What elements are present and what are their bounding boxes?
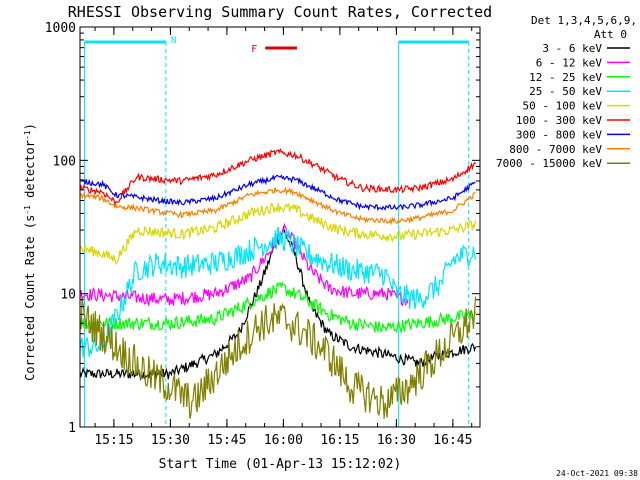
x-tick-label-2: 15:45 — [207, 433, 246, 448]
legend-label-5: 100 - 300 keV — [516, 114, 602, 127]
legend-label-6: 300 - 800 keV — [516, 128, 602, 141]
x-tick-label-6: 16:45 — [433, 433, 472, 448]
footer-timestamp: 24-Oct-2021 09:38 — [556, 469, 638, 478]
x-tick-label-4: 16:15 — [320, 433, 359, 448]
y-tick-label-3: 1000 — [45, 21, 76, 36]
legend-label-7: 800 - 7000 keV — [509, 143, 602, 156]
series-line-0 — [79, 225, 477, 381]
series-line-1 — [79, 222, 409, 308]
series-line-5 — [79, 147, 476, 207]
x-tick-label-3: 16:00 — [264, 433, 303, 448]
y-tick-label-2: 100 — [53, 154, 76, 169]
plot-frame — [79, 26, 481, 428]
legend-label-8: 7000 - 15000 keV — [496, 157, 602, 170]
series-line-4 — [79, 202, 477, 266]
chart-title: RHESSI Observing Summary Count Rates, Co… — [68, 3, 492, 21]
series-line-2 — [79, 281, 477, 334]
night-label: N — [171, 36, 176, 46]
x-tick-label-1: 15:30 — [151, 433, 190, 448]
y-axis-label: Corrected Count Rate (s-1 detector-1) — [23, 123, 37, 381]
legend-label-0: 3 - 6 keV — [542, 42, 602, 55]
y-tick-label-0: 1 — [68, 421, 76, 436]
y-tick-label-1: 10 — [60, 288, 76, 303]
series-line-7 — [79, 186, 476, 226]
x-axis-label: Start Time (01-Apr-13 15:12:02) — [159, 457, 402, 472]
legend-label-2: 12 - 25 keV — [529, 71, 602, 84]
legend-label-3: 25 - 50 keV — [529, 85, 602, 98]
series-line-6 — [79, 174, 476, 212]
x-tick-label-0: 15:15 — [94, 433, 133, 448]
axes-layer: 15:15 15:30 15:45 16:00 16:15 16:30 16:45 1 10 10… — [45, 21, 481, 448]
legend-header-line-1: Det 1,3,4,5,6,9, — [531, 14, 637, 27]
legend-label-1: 6 - 12 keV — [536, 56, 603, 69]
series-layer — [79, 147, 477, 419]
legend-header-line-2: Att 0 — [594, 28, 627, 41]
series-line-8 — [79, 296, 477, 419]
x-tick-label-5: 16:30 — [377, 433, 416, 448]
legend-label-4: 50 - 100 keV — [523, 100, 603, 113]
flare-label: F — [251, 44, 257, 55]
series-line-3 — [79, 226, 477, 358]
